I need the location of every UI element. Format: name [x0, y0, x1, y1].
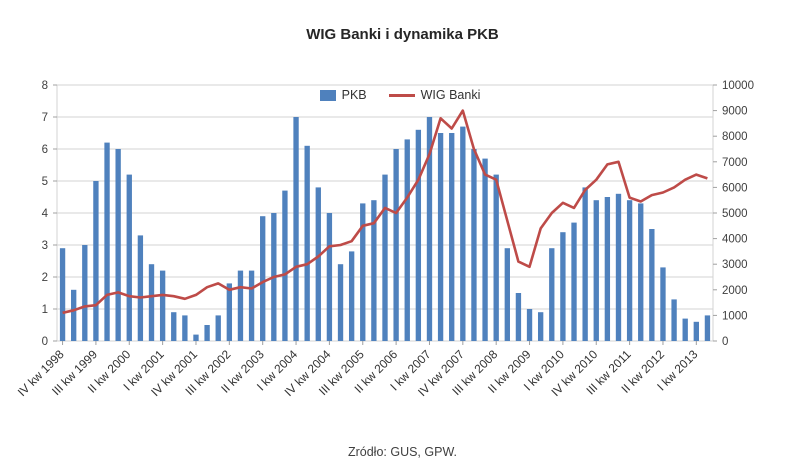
pkb-bar — [504, 248, 510, 341]
pkb-bar — [282, 190, 288, 341]
pkb-bar — [682, 318, 688, 341]
pkb-bar — [371, 200, 377, 341]
y-axis-right-label: 0 — [722, 336, 728, 348]
legend-item-wig: WIG Banki — [388, 88, 481, 102]
pkb-bar — [237, 270, 244, 341]
pkb-bar — [59, 248, 66, 341]
pkb-bar — [638, 203, 644, 341]
pkb-bar — [360, 203, 366, 341]
wig-line-swatch-icon — [388, 93, 415, 97]
pkb-bar — [382, 174, 388, 341]
pkb-bar — [671, 299, 677, 341]
pkb-bar — [215, 315, 221, 341]
pkb-bar — [226, 283, 233, 341]
pkb-bar — [171, 312, 177, 341]
pkb-bar — [549, 248, 555, 341]
y-axis-left-label: 7 — [42, 112, 48, 124]
legend: PKB WIG Banki — [250, 88, 550, 102]
pkb-bar — [660, 267, 666, 341]
y-axis-right-label: 7000 — [722, 157, 748, 169]
chart-title: WIG Banki i dynamika PKB — [306, 26, 499, 43]
pkb-bar — [526, 309, 533, 341]
pkb-bar — [348, 251, 355, 341]
pkb-bar — [115, 149, 121, 341]
pkb-bar — [148, 264, 155, 341]
pkb-bar — [615, 193, 622, 341]
y-axis-right-label: 9000 — [722, 106, 748, 118]
pkb-bar — [493, 174, 499, 341]
pkb-bar — [304, 145, 310, 341]
pkb-bar — [437, 133, 444, 341]
pkb-bar — [515, 293, 522, 341]
pkb-bar — [604, 197, 611, 341]
pkb-bar — [337, 264, 344, 341]
y-axis-left-label: 4 — [42, 208, 49, 220]
pkb-bar — [126, 174, 132, 341]
pkb-bar — [571, 222, 577, 341]
y-axis-left-label: 1 — [42, 304, 48, 316]
pkb-bar — [593, 200, 599, 341]
pkb-bar — [248, 270, 255, 341]
pkb-bar — [326, 213, 333, 341]
y-axis-left-label: 2 — [42, 272, 48, 284]
legend-item-pkb: PKB — [319, 88, 367, 102]
pkb-bar — [626, 200, 633, 341]
pkb-bar — [71, 289, 77, 341]
pkb-bar — [415, 129, 422, 341]
y-axis-left-label: 8 — [42, 80, 48, 92]
chart-canvas: 0 1 2 3 4 5 6 7 8 0 1000 2000 3000 4000 5000 6000 7000 80… — [15, 80, 754, 399]
pkb-bar — [104, 142, 110, 341]
pkb-bar — [471, 149, 477, 341]
pkb-bar — [93, 181, 99, 341]
pkb-bar-swatch-icon — [319, 89, 336, 101]
y-axis-left-label: 0 — [42, 336, 48, 348]
y-axis-left-label: 5 — [42, 176, 48, 188]
pkb-bar — [482, 158, 488, 341]
pkb-bar — [649, 229, 655, 341]
y-axis-right-label: 6000 — [722, 182, 748, 194]
y-axis-left-label: 6 — [42, 144, 48, 156]
legend-wig-label: WIG Banki — [420, 88, 481, 102]
legend-pkb-label: PKB — [341, 88, 367, 102]
pkb-bar — [260, 216, 266, 341]
pkb-bar — [460, 126, 466, 341]
pkb-bar — [560, 232, 566, 341]
pkb-bar — [449, 133, 455, 341]
pkb-bar — [137, 235, 144, 341]
pkb-bar — [193, 334, 199, 341]
wig-line — [62, 109, 708, 315]
y-axis-right-label: 8000 — [722, 131, 748, 143]
pkb-bar — [204, 325, 210, 341]
pkb-bar — [537, 312, 544, 341]
pkb-bar — [704, 315, 711, 341]
pkb-bar — [315, 187, 321, 341]
pkb-bar — [82, 245, 88, 341]
source-note: Zródło: GUS, GPW. — [347, 445, 458, 459]
y-axis-right-label: 10000 — [722, 80, 754, 92]
pkb-bar — [393, 149, 399, 341]
pkb-bar — [693, 321, 699, 341]
y-axis-right-label: 3000 — [722, 259, 748, 271]
pkb-bar — [293, 117, 299, 341]
pkb-bar — [404, 139, 410, 341]
pkb-bar — [426, 117, 433, 341]
y-axis-right-label: 2000 — [722, 285, 748, 297]
pkb-bar — [582, 187, 588, 341]
pkb-bar — [182, 315, 188, 341]
y-axis-right-label: 1000 — [722, 310, 748, 322]
y-axis-right-label: 4000 — [722, 234, 748, 246]
y-axis-right-label: 5000 — [722, 208, 748, 220]
y-axis-left-label: 3 — [42, 240, 48, 252]
pkb-bar — [159, 270, 166, 341]
